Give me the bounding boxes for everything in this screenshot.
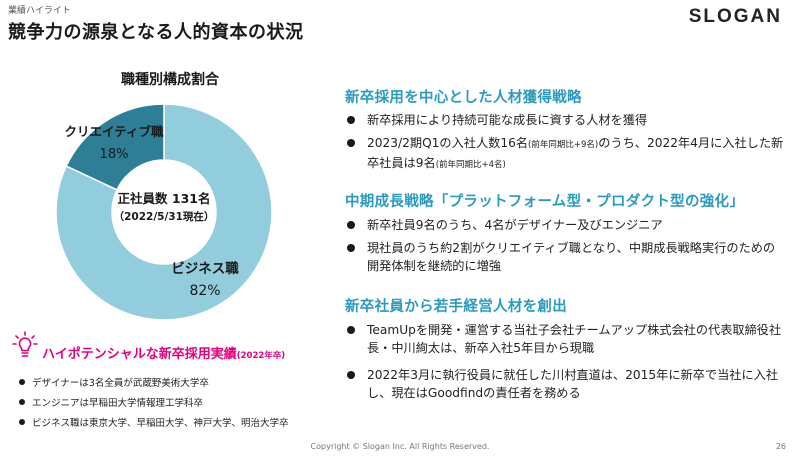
bullet-text: TeamUpを開発・運営する当社子会社チームアップ株式会社の代表取締役社長・中川… [367,323,782,355]
slice-value-creative: 18% [100,147,129,162]
list-item: 新卒採用により持続可能な成長に資する人材を獲得 [345,111,785,129]
list-item: TeamUpを開発・運営する当社子会社チームアップ株式会社の代表取締役社長・中川… [345,321,785,357]
bullet-text: 新卒採用により持続可能な成長に資する人材を獲得 [367,113,648,127]
high-potential-title-text: ハイポテンシャルな新卒採用実績 [42,347,237,362]
copyright: Copyright © Slogan Inc. All Rights Reser… [310,442,490,451]
bullet-dot [347,221,355,229]
page-number: 26 [775,442,786,451]
bullet-text: 2022年3月に執行役員に就任した川村直道は、2015年に新卒で当社に入社し、現… [367,368,779,400]
bullet-dot [19,399,25,405]
slice-label-business: ビジネス職 [171,260,239,277]
section-heading-strategy: 中期成長戦略「プラットフォーム型・プロダクト型の強化」 [345,194,745,210]
list-item: デザイナーは3名全員が武蔵野美術大学卒 [18,375,209,389]
chart-title: 職種別構成割合 [121,72,219,88]
bullet-dot [19,419,25,425]
list-item: 新卒社員9名のうち、4名がデザイナー及びエンジニア [345,216,785,234]
list-item: 2023/2期Q1の入社人数16名(前年同期比+9名)のうち、2022年4月に入… [345,134,785,174]
section-heading-recruit: 新卒採用を中心とした人材獲得戦略 [345,90,582,106]
bullet-note: (前年同期比+4名) [435,160,506,170]
list-item: 現社員のうち約2割がクリエイティブ職となり、中期成長戦略実行のための開発体制を継… [345,239,785,275]
hp-item-text: エンジニアは早稲田大学情報理工学科卒 [32,398,204,409]
chart-center-line1: 正社員数 131名 [118,191,211,206]
high-potential-title-note: (2022年卒) [236,351,286,361]
lightbulb-icon [12,331,38,357]
bullet-note: (前年同期比+9名) [528,140,599,150]
bullet-text: 新卒社員9名のうち、4名がデザイナー及びエンジニア [367,218,663,232]
bullet-dot [347,116,355,124]
hp-item-text: デザイナーは3名全員が武蔵野美術大学卒 [32,378,209,389]
bullet-dot [19,379,25,385]
slice-value-business: 82% [189,283,220,299]
company-logo: SLOGAN [688,6,782,27]
bullet-text: 2023/2期Q1の入社人数16名 [367,136,529,150]
bullet-dot [347,139,355,147]
hp-item-text: ビジネス職は東京大学、早稲田大学、神戸大学、明治大学卒 [32,418,289,429]
list-item: 2022年3月に執行役員に就任した川村直道は、2015年に新卒で当社に入社し、現… [345,366,785,402]
section-kicker: 業績ハイライト [8,6,71,16]
high-potential-title: ハイポテンシャルな新卒採用実績(2022年卒) [42,343,285,362]
page-title: 競争力の源泉となる人的資本の状況 [8,22,304,43]
donut-slice-business [55,103,273,321]
donut-slice-creative [65,103,165,191]
section-heading-leaders: 新卒社員から若手経営人材を創出 [345,299,567,315]
bullet-text: のうち、2022年4月に入社した新卒社員は9名 [367,136,784,170]
bullet-dot [347,244,355,252]
bullet-text: 現社員のうち約2割がクリエイティブ職となり、中期成長戦略実行のための開発体制を継… [367,241,776,273]
list-item: ビジネス職は東京大学、早稲田大学、神戸大学、明治大学卒 [18,415,289,429]
bullet-dot [347,371,355,379]
list-item: エンジニアは早稲田大学情報理工学科卒 [18,395,203,409]
bullet-dot [347,326,355,334]
slice-label-creative: クリエイティブ職 [64,124,164,139]
chart-center-line2: （2022/5/31現在） [114,210,215,223]
